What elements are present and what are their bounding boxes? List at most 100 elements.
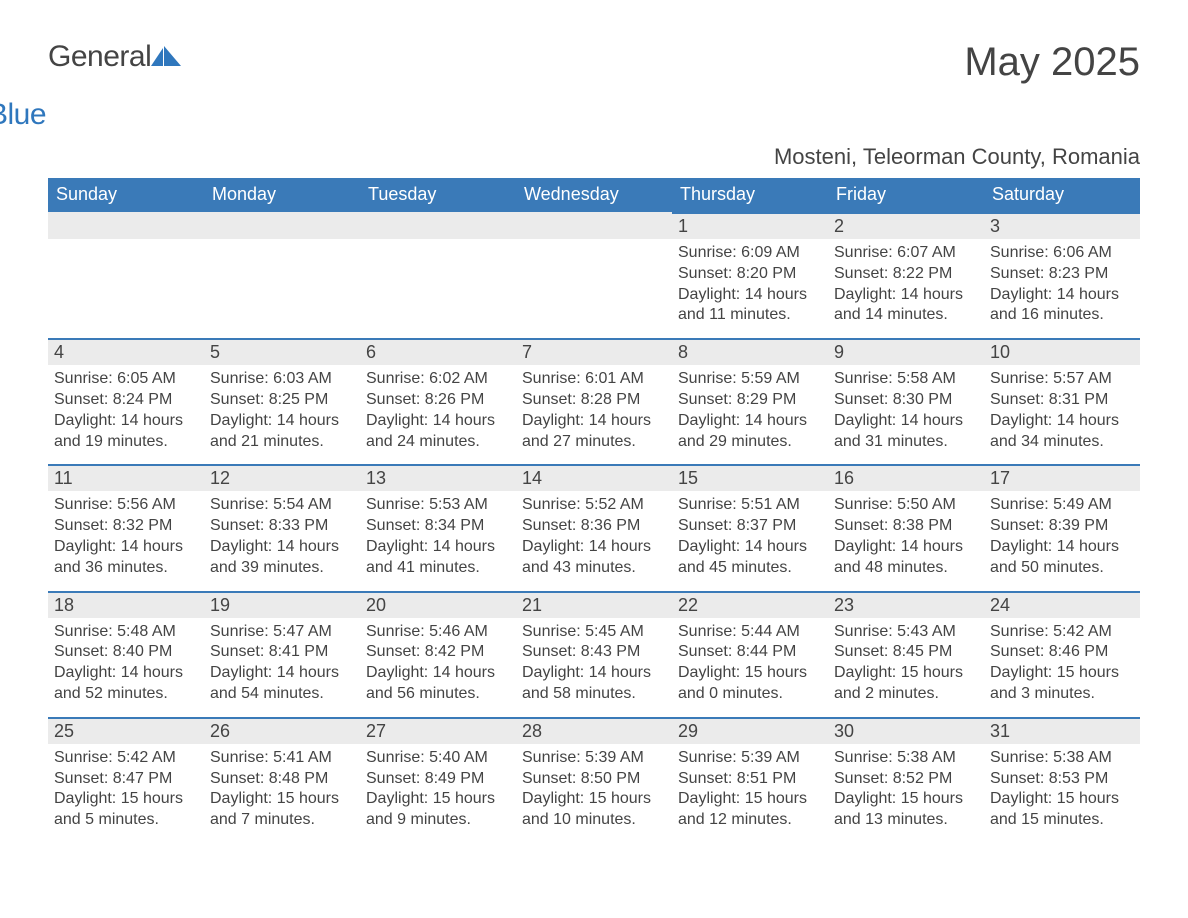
sunrise-line: Sunrise: 6:09 AM: [678, 243, 822, 264]
weekday-header: Thursday: [672, 178, 828, 212]
sunrise-line: Sunrise: 5:41 AM: [210, 748, 354, 769]
day-number: 9: [828, 338, 984, 365]
day-body: Sunrise: 5:50 AMSunset: 8:38 PMDaylight:…: [828, 491, 984, 590]
sunset-line: Sunset: 8:34 PM: [366, 516, 510, 537]
daylight-line: Daylight: 14 hours and 16 minutes.: [990, 285, 1134, 327]
daylight-line: Daylight: 14 hours and 31 minutes.: [834, 411, 978, 453]
daylight-line: Daylight: 15 hours and 13 minutes.: [834, 789, 978, 831]
daylight-line: Daylight: 14 hours and 27 minutes.: [522, 411, 666, 453]
day-number: 1: [672, 212, 828, 239]
day-number: 29: [672, 717, 828, 744]
daylight-line: Daylight: 14 hours and 14 minutes.: [834, 285, 978, 327]
weekday-header: Monday: [204, 178, 360, 212]
day-cell: 22Sunrise: 5:44 AMSunset: 8:44 PMDayligh…: [672, 591, 828, 717]
sunrise-line: Sunrise: 5:56 AM: [54, 495, 198, 516]
day-number: 3: [984, 212, 1140, 239]
day-cell: 8Sunrise: 5:59 AMSunset: 8:29 PMDaylight…: [672, 338, 828, 464]
day-cell: 31Sunrise: 5:38 AMSunset: 8:53 PMDayligh…: [984, 717, 1140, 843]
sunrise-line: Sunrise: 5:42 AM: [54, 748, 198, 769]
day-body: Sunrise: 6:02 AMSunset: 8:26 PMDaylight:…: [360, 365, 516, 464]
day-cell: 10Sunrise: 5:57 AMSunset: 8:31 PMDayligh…: [984, 338, 1140, 464]
sunrise-line: Sunrise: 5:49 AM: [990, 495, 1134, 516]
weekday-header: Friday: [828, 178, 984, 212]
sunset-line: Sunset: 8:45 PM: [834, 642, 978, 663]
daylight-line: Daylight: 14 hours and 50 minutes.: [990, 537, 1134, 579]
sunrise-line: Sunrise: 5:40 AM: [366, 748, 510, 769]
daylight-line: Daylight: 15 hours and 12 minutes.: [678, 789, 822, 831]
sunset-line: Sunset: 8:26 PM: [366, 390, 510, 411]
sunset-line: Sunset: 8:22 PM: [834, 264, 978, 285]
logo-text-blue: Blue: [0, 98, 185, 132]
sunrise-line: Sunrise: 5:43 AM: [834, 622, 978, 643]
sunrise-line: Sunrise: 5:38 AM: [834, 748, 978, 769]
sunrise-line: Sunrise: 5:52 AM: [522, 495, 666, 516]
sunset-line: Sunset: 8:41 PM: [210, 642, 354, 663]
day-cell: 26Sunrise: 5:41 AMSunset: 8:48 PMDayligh…: [204, 717, 360, 843]
day-cell: 2Sunrise: 6:07 AMSunset: 8:22 PMDaylight…: [828, 212, 984, 338]
day-body: Sunrise: 5:57 AMSunset: 8:31 PMDaylight:…: [984, 365, 1140, 464]
daylight-line: Daylight: 15 hours and 15 minutes.: [990, 789, 1134, 831]
day-cell: 16Sunrise: 5:50 AMSunset: 8:38 PMDayligh…: [828, 464, 984, 590]
daylight-line: Daylight: 14 hours and 19 minutes.: [54, 411, 198, 453]
sunset-line: Sunset: 8:33 PM: [210, 516, 354, 537]
sunset-line: Sunset: 8:51 PM: [678, 769, 822, 790]
sunset-line: Sunset: 8:40 PM: [54, 642, 198, 663]
day-cell: 20Sunrise: 5:46 AMSunset: 8:42 PMDayligh…: [360, 591, 516, 717]
day-cell: 3Sunrise: 6:06 AMSunset: 8:23 PMDaylight…: [984, 212, 1140, 338]
sunset-line: Sunset: 8:49 PM: [366, 769, 510, 790]
day-cell: [48, 212, 204, 338]
day-body: Sunrise: 5:49 AMSunset: 8:39 PMDaylight:…: [984, 491, 1140, 590]
day-cell: [516, 212, 672, 338]
week-row: 1Sunrise: 6:09 AMSunset: 8:20 PMDaylight…: [48, 212, 1140, 338]
day-number: 15: [672, 464, 828, 491]
daylight-line: Daylight: 14 hours and 39 minutes.: [210, 537, 354, 579]
sunrise-line: Sunrise: 6:03 AM: [210, 369, 354, 390]
day-number: 18: [48, 591, 204, 618]
day-body: Sunrise: 5:38 AMSunset: 8:52 PMDaylight:…: [828, 744, 984, 843]
day-cell: 29Sunrise: 5:39 AMSunset: 8:51 PMDayligh…: [672, 717, 828, 843]
day-number: 16: [828, 464, 984, 491]
daylight-line: Daylight: 14 hours and 58 minutes.: [522, 663, 666, 705]
sunset-line: Sunset: 8:38 PM: [834, 516, 978, 537]
day-body: Sunrise: 5:41 AMSunset: 8:48 PMDaylight:…: [204, 744, 360, 843]
logo-text-general: General: [48, 40, 151, 74]
day-cell: 14Sunrise: 5:52 AMSunset: 8:36 PMDayligh…: [516, 464, 672, 590]
sunset-line: Sunset: 8:32 PM: [54, 516, 198, 537]
day-number: 25: [48, 717, 204, 744]
day-number: 20: [360, 591, 516, 618]
day-number: 22: [672, 591, 828, 618]
sunset-line: Sunset: 8:39 PM: [990, 516, 1134, 537]
logo-triangle-icon: [151, 44, 185, 71]
weekday-header-row: Sunday Monday Tuesday Wednesday Thursday…: [48, 178, 1140, 212]
daylight-line: Daylight: 15 hours and 3 minutes.: [990, 663, 1134, 705]
day-cell: 6Sunrise: 6:02 AMSunset: 8:26 PMDaylight…: [360, 338, 516, 464]
day-number: 30: [828, 717, 984, 744]
sunset-line: Sunset: 8:53 PM: [990, 769, 1134, 790]
title-block: May 2025: [964, 40, 1140, 85]
day-cell: 25Sunrise: 5:42 AMSunset: 8:47 PMDayligh…: [48, 717, 204, 843]
day-cell: 1Sunrise: 6:09 AMSunset: 8:20 PMDaylight…: [672, 212, 828, 338]
day-cell: 11Sunrise: 5:56 AMSunset: 8:32 PMDayligh…: [48, 464, 204, 590]
day-body: Sunrise: 5:51 AMSunset: 8:37 PMDaylight:…: [672, 491, 828, 590]
sunrise-line: Sunrise: 6:07 AM: [834, 243, 978, 264]
empty-day: [204, 212, 360, 239]
day-cell: 13Sunrise: 5:53 AMSunset: 8:34 PMDayligh…: [360, 464, 516, 590]
sunrise-line: Sunrise: 5:45 AM: [522, 622, 666, 643]
daylight-line: Daylight: 15 hours and 7 minutes.: [210, 789, 354, 831]
sunset-line: Sunset: 8:46 PM: [990, 642, 1134, 663]
sunrise-line: Sunrise: 6:02 AM: [366, 369, 510, 390]
day-body: Sunrise: 5:52 AMSunset: 8:36 PMDaylight:…: [516, 491, 672, 590]
sunrise-line: Sunrise: 6:05 AM: [54, 369, 198, 390]
day-cell: 23Sunrise: 5:43 AMSunset: 8:45 PMDayligh…: [828, 591, 984, 717]
sunrise-line: Sunrise: 5:50 AM: [834, 495, 978, 516]
day-number: 14: [516, 464, 672, 491]
sunrise-line: Sunrise: 5:59 AM: [678, 369, 822, 390]
daylight-line: Daylight: 14 hours and 54 minutes.: [210, 663, 354, 705]
location-subtitle: Mosteni, Teleorman County, Romania: [48, 144, 1140, 170]
daylight-line: Daylight: 14 hours and 45 minutes.: [678, 537, 822, 579]
day-number: 19: [204, 591, 360, 618]
sunrise-line: Sunrise: 5:53 AM: [366, 495, 510, 516]
sunrise-line: Sunrise: 5:46 AM: [366, 622, 510, 643]
day-number: 27: [360, 717, 516, 744]
day-body: Sunrise: 5:43 AMSunset: 8:45 PMDaylight:…: [828, 618, 984, 717]
